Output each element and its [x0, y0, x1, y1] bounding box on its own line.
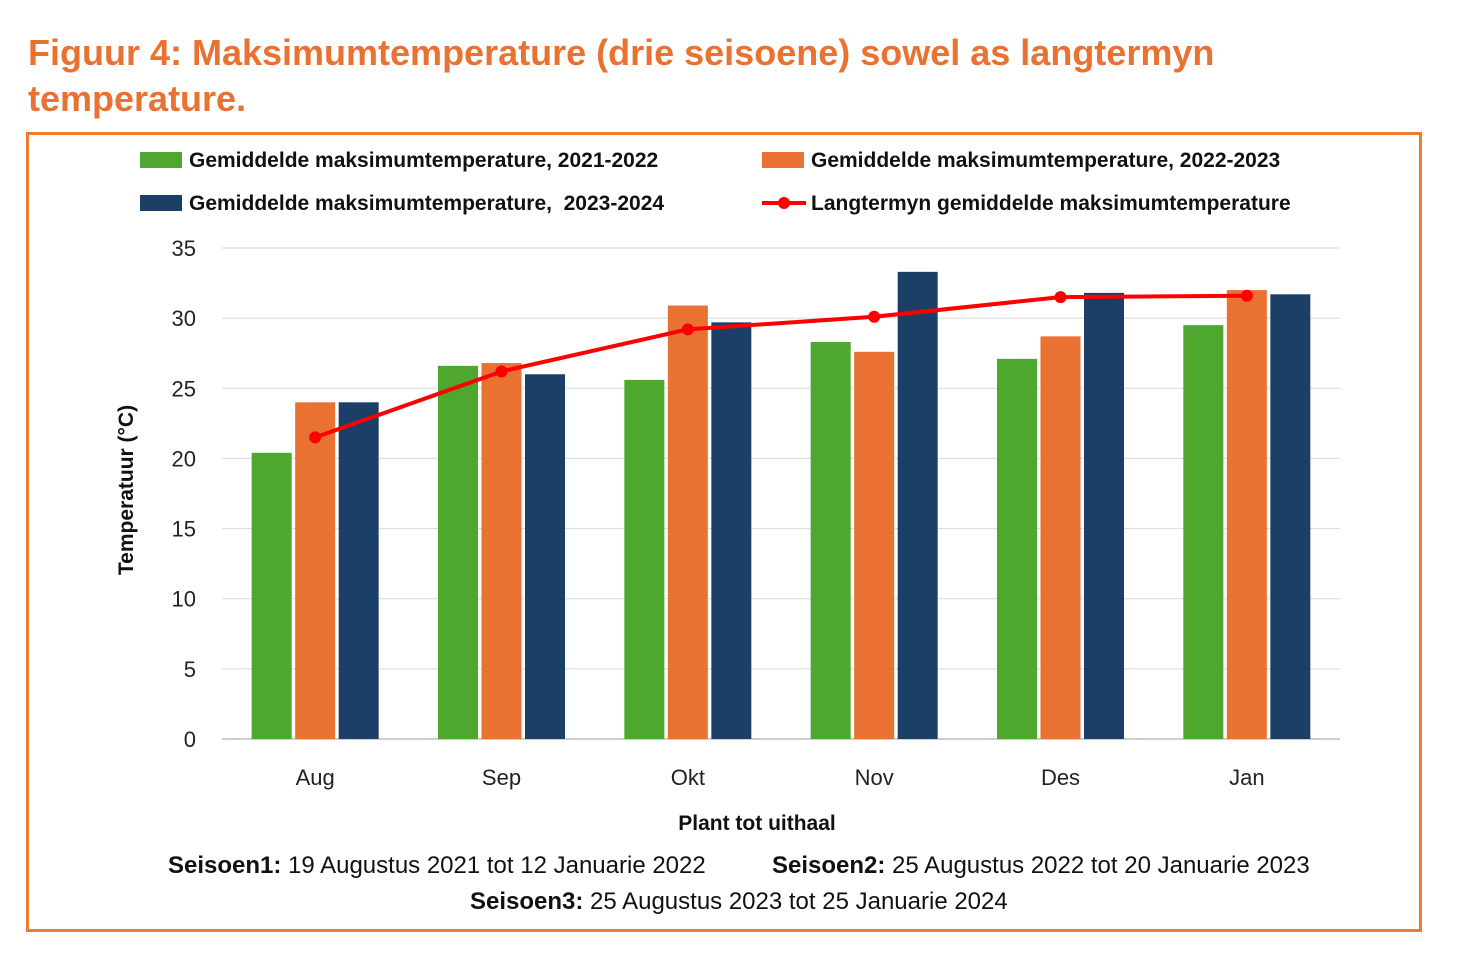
x-tick-label-okt: Okt: [671, 765, 705, 790]
y-tick-labels: 0 5 10 15 20 25 30 35: [172, 236, 196, 752]
y-tick-label: 35: [172, 236, 196, 261]
long-term-point-jan: [1240, 289, 1253, 302]
x-tick-label-jan: Jan: [1229, 765, 1264, 790]
legend-line-marker: [778, 197, 790, 209]
bar-sep-series-2: [481, 363, 522, 739]
bar-des-series-1: [997, 358, 1037, 739]
bar-nov-series-2: [854, 351, 895, 739]
season-3-dates: 25 Augustus 2023 tot 25 Januarie 2024: [583, 888, 1008, 915]
x-tick-labels: Aug Sep Okt Nov Des Jan: [296, 765, 1265, 790]
long-term-line: [309, 289, 1253, 444]
bar-jan-series-1: [1183, 325, 1224, 739]
x-tick-label-aug: Aug: [296, 765, 335, 790]
gridlines: [222, 247, 1340, 740]
bar-aug-series-1: [251, 452, 292, 739]
legend-label-1: Gemiddelde maksimumtemperature, 2021-202…: [189, 149, 658, 172]
y-tick-label: 25: [172, 376, 196, 401]
long-term-point-sep: [495, 365, 508, 378]
bar-jan-series-3: [1270, 294, 1311, 739]
y-tick-label: 10: [172, 587, 196, 612]
long-term-line-path: [314, 293, 1247, 440]
legend-swatch-3: [140, 195, 182, 211]
season-1-note: Seisoen1: 19 Augustus 2021 tot 12 Januar…: [168, 852, 706, 880]
bar-okt-series-2: [667, 305, 708, 739]
legend-label-3: Gemiddelde maksimumtemperature, 2023-202…: [189, 192, 664, 215]
y-axis-title: Temperatuur (°C): [115, 405, 138, 575]
x-axis-title: Plant tot uithaal: [678, 812, 836, 835]
x-tick-label-nov: Nov: [855, 765, 894, 790]
legend-swatch-2: [762, 152, 804, 168]
bar-sep-series-3: [525, 374, 565, 739]
figure-title: Figuur 4: Maksimumtemperature (drie seis…: [28, 32, 1215, 119]
bar-okt-series-3: [711, 322, 752, 739]
y-tick-label: 5: [184, 657, 196, 682]
bar-des-series-2: [1040, 336, 1081, 739]
bar-nov-series-3: [897, 271, 938, 739]
season-2-dates: 25 Augustus 2022 tot 20 Januarie 2023: [885, 852, 1310, 879]
x-tick-label-sep: Sep: [482, 765, 521, 790]
season-1-label: Seisoen1:: [168, 852, 282, 879]
bar-aug-series-2: [295, 402, 336, 739]
bar-aug-series-3: [338, 402, 379, 739]
bar-jan-series-2: [1226, 290, 1267, 739]
y-tick-label: 30: [172, 306, 196, 331]
long-term-point-nov: [868, 310, 881, 323]
bar-nov-series-1: [810, 341, 851, 739]
legend-label-2: Gemiddelde maksimumtemperature, 2022-202…: [811, 149, 1280, 172]
long-term-point-okt: [681, 323, 694, 336]
y-tick-label: 20: [172, 446, 196, 471]
season-3-label: Seisoen3:: [470, 888, 584, 915]
legend-label-4: Langtermyn gemiddelde maksimumtemperatur…: [811, 192, 1291, 215]
bar-okt-series-1: [624, 379, 665, 739]
season-2-note: Seisoen2: 25 Augustus 2022 tot 20 Januar…: [772, 852, 1310, 880]
x-tick-label-des: Des: [1041, 765, 1080, 790]
bars: [251, 271, 1311, 739]
legend: Gemiddelde maksimumtemperature, 2021-202…: [140, 149, 1291, 215]
y-tick-label: 0: [184, 727, 196, 752]
long-term-point-aug: [309, 431, 322, 444]
bar-sep-series-1: [438, 365, 478, 739]
chart-frame: [26, 132, 1422, 932]
season-2-label: Seisoen2:: [772, 852, 886, 879]
long-term-point-des: [1054, 291, 1067, 304]
bar-des-series-3: [1084, 292, 1124, 739]
season-3-note: Seisoen3: 25 Augustus 2023 tot 25 Januar…: [470, 888, 1008, 916]
y-tick-label: 15: [172, 517, 196, 542]
season-1-dates: 19 Augustus 2021 tot 12 Januarie 2022: [281, 852, 706, 879]
legend-swatch-1: [140, 152, 182, 168]
